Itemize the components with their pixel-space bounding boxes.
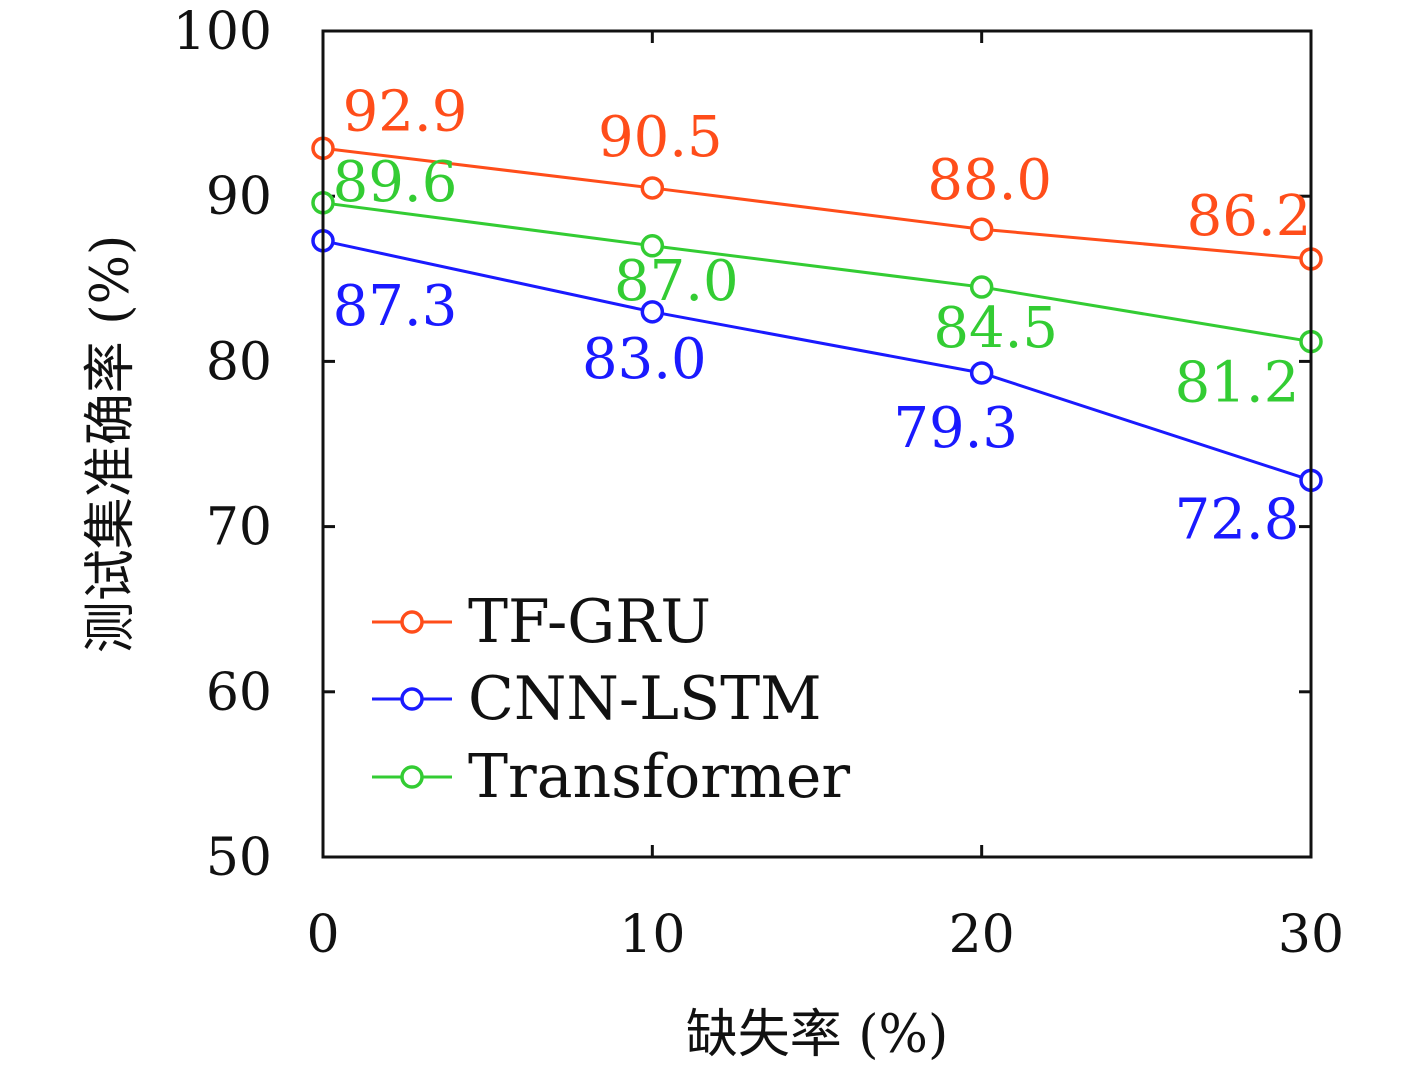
legend-marker [400,765,424,789]
legend-item: Transformer [372,742,850,812]
x-tick-label: 20 [949,905,1015,965]
data-label: 92.9 [343,79,468,144]
x-tick-label: 0 [306,905,339,965]
data-label: 89.6 [333,150,458,215]
data-label: 90.5 [598,105,723,170]
x-tick-label: 30 [1278,905,1344,965]
data-label: 87.0 [614,249,739,314]
plot-frame [321,29,1313,859]
data-point [640,176,665,200]
legend-label: CNN-LSTM [468,664,822,734]
legend-label: TF-GRU [468,587,711,657]
y-tick-label: 100 [173,2,272,62]
data-point [969,275,994,299]
data-label: 81.2 [1175,351,1300,416]
series-cnn-lstm [311,229,1323,493]
data-point [640,300,665,324]
series-layer [311,136,1323,493]
data-labels-layer: 92.9 90.5 88.0 86.2 87.3 83.0 79.3 72.8 89.6 87.0… [333,79,1312,552]
data-label: 88.0 [927,148,1052,213]
series-line [322,201,1312,344]
data-point [969,361,994,385]
data-label: 72.8 [1175,487,1300,552]
series-line [322,146,1312,261]
legend-item: TF-GRU [372,587,711,657]
y-tick-label: 90 [206,167,272,227]
legend-marker [400,610,424,634]
data-point [640,234,665,258]
series-tf-gru [311,136,1323,271]
series-line [322,239,1312,482]
y-tick-label: 80 [206,332,272,392]
data-label: 79.3 [893,396,1018,461]
data-point [969,217,994,241]
y-tick-label: 70 [206,498,272,558]
data-label: 87.3 [333,274,458,339]
legend-label: Transformer [468,742,850,812]
x-tick-label: 10 [619,905,685,965]
y-tick-label: 50 [206,828,272,888]
y-tick-label: 60 [206,663,272,723]
legend-marker [400,687,424,711]
x-axis-label: 缺失率 (%) [686,1005,949,1065]
data-label: 83.0 [582,327,707,392]
ticks-layer: 0 10 20 30 50 60 70 80 90 100 [173,2,1344,965]
legend-item: CNN-LSTM [372,664,822,734]
y-axis-label: 测试集准确率 (%) [81,235,141,654]
data-label: 86.2 [1187,184,1312,249]
data-label: 84.5 [933,296,1058,361]
